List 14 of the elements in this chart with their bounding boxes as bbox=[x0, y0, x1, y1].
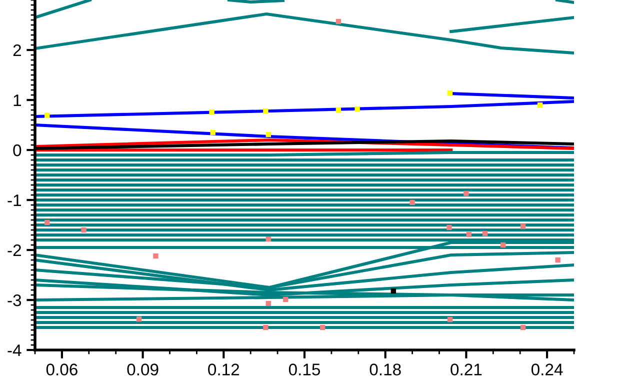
y-tick-label: -4 bbox=[8, 344, 22, 356]
y-tick-label: 0 bbox=[13, 144, 22, 156]
y-tick-label: 2 bbox=[13, 44, 21, 56]
y-tick-label: -3 bbox=[8, 294, 22, 306]
y-tick-label: -1 bbox=[8, 194, 21, 206]
y-tick-label: -2 bbox=[8, 244, 21, 256]
x-tick-label: 0.21 bbox=[450, 364, 482, 376]
x-tick-label: 0.15 bbox=[288, 364, 320, 376]
x-tick-label: 0.09 bbox=[127, 364, 158, 376]
x-tick-label: 0.12 bbox=[208, 364, 240, 376]
x-tick-label: 0.06 bbox=[46, 364, 78, 376]
x-tick-label: 0.24 bbox=[531, 364, 563, 376]
x-tick-label: 0.18 bbox=[370, 364, 401, 376]
y-tick-label: 1 bbox=[14, 94, 21, 106]
